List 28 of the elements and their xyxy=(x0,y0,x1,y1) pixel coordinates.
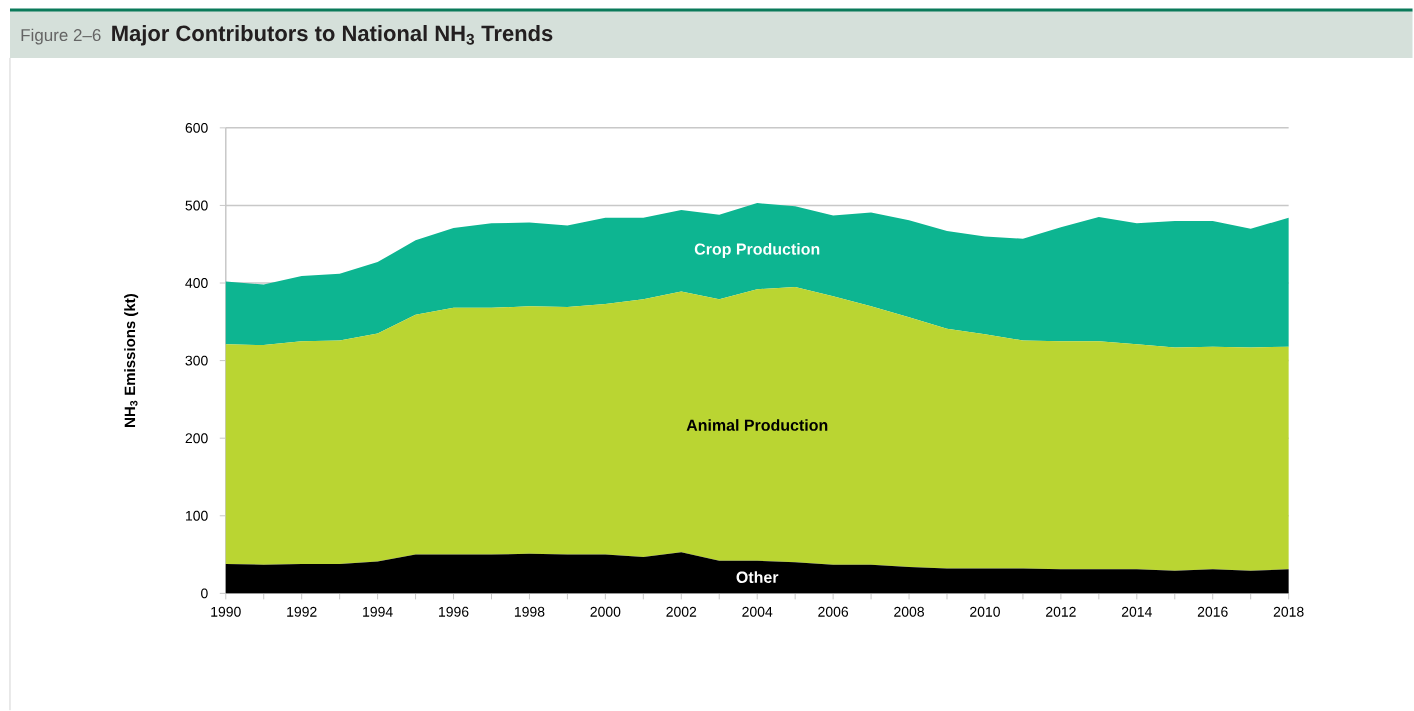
caption: Figure 2–6 xyxy=(21,28,101,45)
x-tick-label: 1992 xyxy=(287,607,317,617)
x-tick-label: 1998 xyxy=(514,607,545,617)
chart-title: Major Contributors to National NH$_{3}$ Trends xyxy=(112,25,553,46)
y-axis-title: NH$_{3}$ Emissions (kt) xyxy=(124,294,139,428)
series-label: Crop Production xyxy=(694,243,820,259)
series-label: Other xyxy=(736,571,779,584)
series-label: Animal Production xyxy=(686,419,828,432)
x-tick-label: 2018 xyxy=(1273,607,1304,617)
x-tick-label: 2012 xyxy=(1046,607,1076,617)
y-tick-label: 100 xyxy=(186,510,208,521)
x-tick-label: 2010 xyxy=(970,607,1000,617)
y-tick-label: 200 xyxy=(185,433,208,444)
x-tick-label: 2000 xyxy=(590,607,621,617)
x-tick-label: 1990 xyxy=(211,607,241,617)
x-tick-label: 2004 xyxy=(742,607,773,617)
y-tick-label: 500 xyxy=(185,200,208,211)
y-tick-label: 400 xyxy=(185,278,208,289)
x-tick-label: 2002 xyxy=(666,607,697,617)
x-tick-label: 2016 xyxy=(1197,607,1228,617)
x-tick-label: 2006 xyxy=(818,607,849,617)
y-tick-label: 0 xyxy=(201,588,208,599)
y-tick-label: 600 xyxy=(185,123,208,133)
x-tick-label: 2014 xyxy=(1121,607,1152,617)
x-tick-label: 1996 xyxy=(439,607,469,617)
x-tick-label: 2008 xyxy=(894,607,924,617)
x-tick-label: 1994 xyxy=(363,607,393,617)
y-tick-label: 300 xyxy=(185,355,208,366)
